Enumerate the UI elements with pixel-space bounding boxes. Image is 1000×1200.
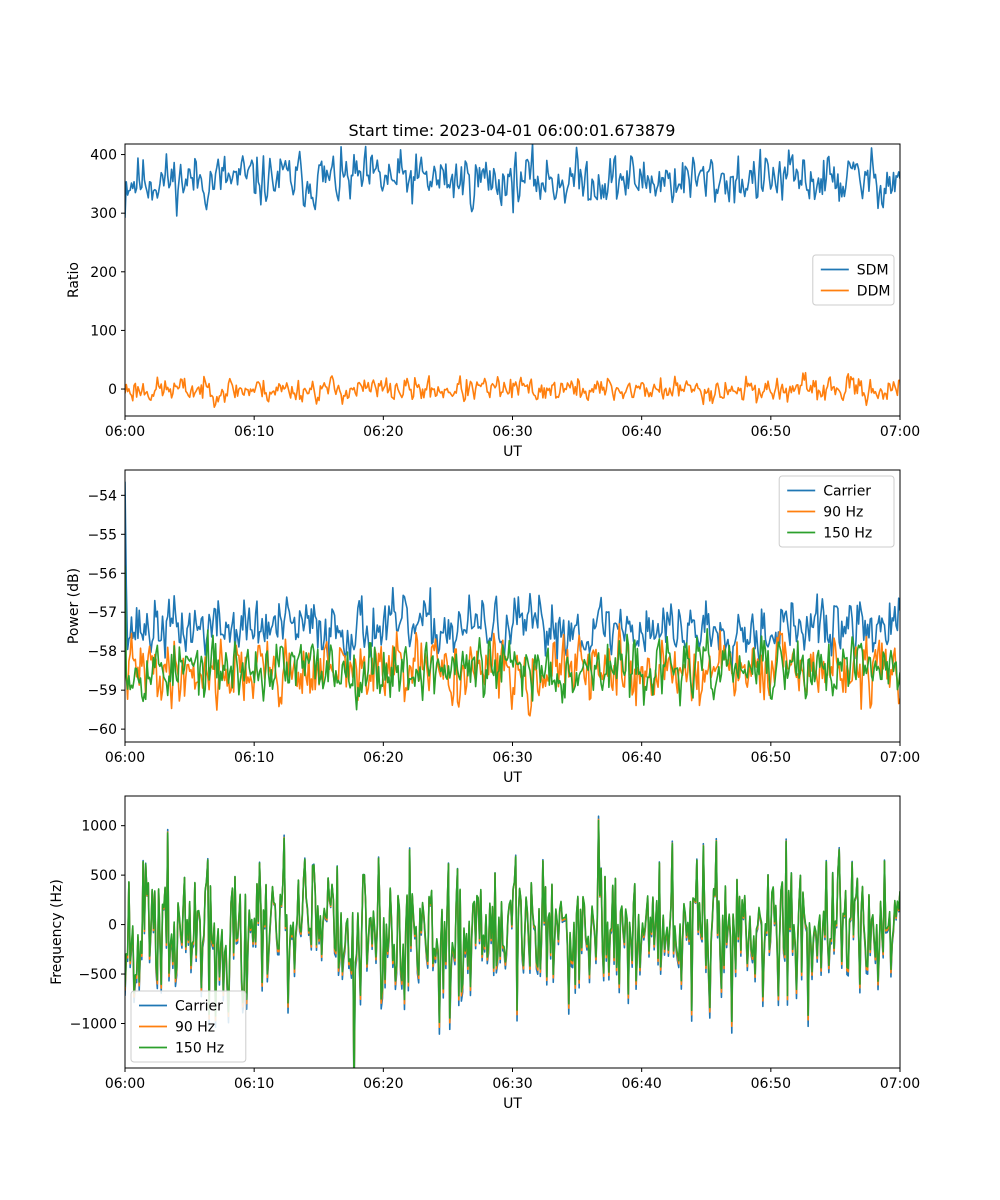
y-tick-label: −57 [87, 605, 117, 621]
legend-label: 150 Hz [823, 526, 872, 542]
x-axis-label: UT [503, 444, 522, 460]
legend-label: DDM [857, 284, 891, 300]
x-axis-label: UT [503, 770, 522, 786]
y-axis-label: Ratio [66, 262, 82, 298]
legend-label: 90 Hz [823, 505, 863, 521]
y-tick-label: −56 [87, 566, 117, 582]
x-tick-label: 07:00 [880, 750, 920, 766]
y-tick-label: 500 [90, 868, 117, 884]
y-tick-label: 0 [108, 382, 117, 398]
y-tick-label: −60 [87, 722, 117, 738]
y-axis-label: Frequency (Hz) [49, 879, 65, 985]
y-tick-label: 0 [108, 918, 117, 934]
series-group [125, 144, 900, 408]
legend: SDM DDM [812, 254, 895, 306]
y-tick-label: −1000 [70, 1016, 117, 1032]
x-tick-label: 06:00 [105, 1076, 145, 1092]
y-tick-label: −54 [87, 488, 117, 504]
series-line-sdm [125, 144, 900, 218]
legend-label: Carrier [175, 999, 223, 1015]
panel-ratio: 06:00 06:10 06:20 06:30 06:40 06:50 07:00 0 100 2… [66, 143, 920, 460]
y-tick-label: 200 [90, 265, 117, 281]
x-tick-label: 06:20 [363, 750, 403, 766]
x-tick-label: 06:10 [234, 1076, 274, 1092]
x-tick-label: 06:20 [363, 424, 403, 440]
x-tick-label: 06:10 [234, 424, 274, 440]
x-tick-label: 06:50 [751, 424, 791, 440]
x-tick-label: 06:30 [492, 424, 532, 440]
x-tick-label: 06:00 [105, 424, 145, 440]
y-tick-label: −58 [87, 644, 117, 660]
x-tick-label: 06:30 [492, 1076, 532, 1092]
y-tick-label: −59 [87, 683, 117, 699]
y-tick-label: 100 [90, 323, 117, 339]
y-axis-label: Power (dB) [66, 568, 82, 644]
series-group [125, 481, 900, 717]
legend-label: Carrier [823, 484, 871, 500]
x-tick-label: 06:40 [621, 1076, 661, 1092]
y-tick-label: 400 [90, 148, 117, 164]
legend: Carrier 90 Hz 150 Hz [778, 475, 895, 548]
panel-power: 06:00 06:10 06:20 06:30 06:40 06:50 07:00 −60 −5… [66, 469, 920, 786]
y-tick-label: 300 [90, 206, 117, 222]
legend-frame [778, 475, 895, 548]
x-tick-label: 06:40 [621, 424, 661, 440]
x-tick-label: 06:10 [234, 750, 274, 766]
series-line-ddm [125, 371, 900, 408]
legend-label: SDM [857, 263, 889, 279]
series-group [125, 815, 900, 1068]
y-tick-label: −500 [79, 967, 117, 983]
series-line-carrier [125, 481, 900, 675]
x-tick-label: 06:30 [492, 750, 532, 766]
figure-title: Start time: 2023-04-01 06:00:01.673879 [349, 121, 676, 140]
x-tick-label: 06:20 [363, 1076, 403, 1092]
panel-frequency: 06:00 06:10 06:20 06:30 06:40 06:50 07:00 −1000… [49, 795, 920, 1112]
x-tick-label: 06:50 [751, 750, 791, 766]
legend-label: 150 Hz [175, 1041, 224, 1057]
legend: Carrier 90 Hz 150 Hz [130, 990, 247, 1063]
x-tick-label: 06:50 [751, 1076, 791, 1092]
x-tick-label: 07:00 [880, 424, 920, 440]
x-axis-label: UT [503, 1096, 522, 1112]
y-tick-label: 1000 [81, 819, 117, 835]
legend-label: 90 Hz [175, 1020, 215, 1036]
series-line-150-hz [125, 819, 900, 1068]
y-tick-label: −55 [87, 527, 117, 543]
x-tick-label: 06:40 [621, 750, 661, 766]
x-tick-label: 06:00 [105, 750, 145, 766]
legend-frame [130, 990, 247, 1063]
legend-frame [812, 254, 895, 306]
series-line-150-hz [125, 565, 900, 711]
x-tick-label: 07:00 [880, 1076, 920, 1092]
